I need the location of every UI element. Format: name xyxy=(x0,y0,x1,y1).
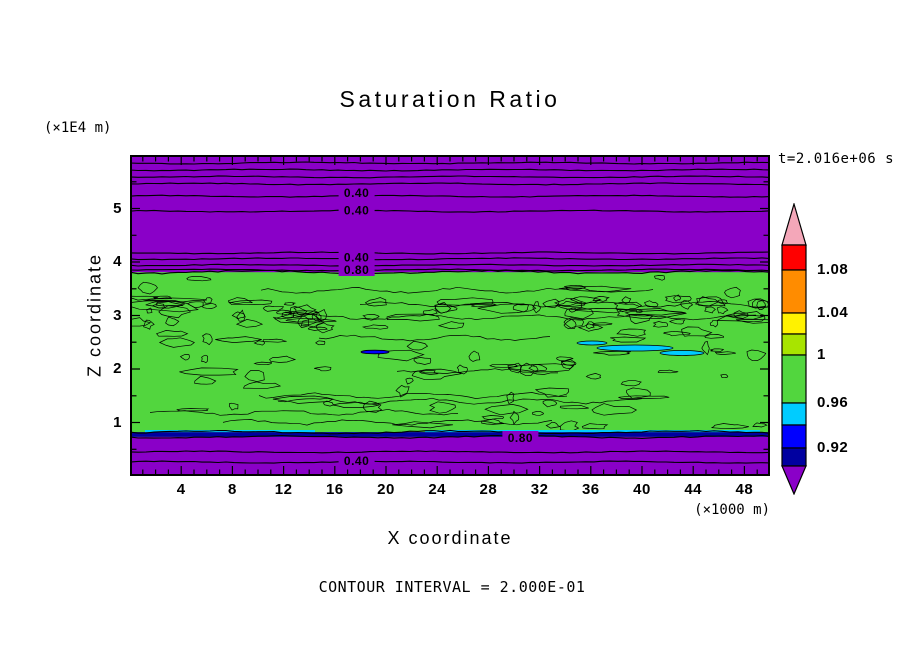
y-tick-label: 2 xyxy=(113,360,122,377)
x-tick-label: 8 xyxy=(227,481,237,498)
colorbar xyxy=(781,203,807,495)
contour-interval-note: CONTOUR INTERVAL = 2.000E-01 xyxy=(318,578,586,596)
contour-plot: 0.40 0.40 0.40 0.80 0.80 0.40 xyxy=(130,155,770,476)
y-axis-unit: (×1E4 m) xyxy=(44,120,112,136)
colorbar-svg xyxy=(781,203,807,495)
x-tick-label: 40 xyxy=(633,481,651,498)
x-tick-label: 4 xyxy=(176,481,186,498)
y-tick-label: 5 xyxy=(113,199,122,217)
colorbar-tick-label: 1.04 xyxy=(817,304,849,321)
colorbar-tick-label: 0.96 xyxy=(817,394,849,411)
x-tick-label: 24 xyxy=(428,481,447,498)
x-tick-label: 12 xyxy=(274,481,293,498)
contour-label: 0.80 xyxy=(508,431,533,445)
x-tick-label: 28 xyxy=(479,481,498,498)
x-tick-label: 44 xyxy=(684,481,703,498)
x-tick-label: 32 xyxy=(530,481,549,498)
colorbar-tick-label: 0.92 xyxy=(817,439,849,456)
time-stamp: t=2.016e+06 s xyxy=(778,151,895,167)
x-axis-unit: (×1000 m) xyxy=(694,502,770,518)
y-tick-label: 3 xyxy=(113,306,122,324)
contour-label: 0.40 xyxy=(344,454,369,468)
contour-label: 0.80 xyxy=(344,263,369,277)
x-tick-label: 36 xyxy=(581,481,600,498)
colorbar-tick-label: 1 xyxy=(817,346,826,363)
contour-label: 0.40 xyxy=(344,203,369,217)
contour-field-svg: 0.400.400.400.800.800.40 xyxy=(130,155,770,476)
contour-label: 0.40 xyxy=(344,250,369,264)
x-tick-label: 16 xyxy=(325,481,344,498)
contour-label: 0.40 xyxy=(344,186,369,200)
colorbar-tick-label: 1.08 xyxy=(817,261,849,278)
x-tick-label: 20 xyxy=(377,481,395,498)
x-axis-label: X coordinate xyxy=(387,528,513,548)
y-tick-label: 1 xyxy=(113,413,122,431)
x-tick-label: 48 xyxy=(735,481,754,498)
y-tick-label: 4 xyxy=(113,253,122,270)
chart-title: Saturation Ratio xyxy=(339,86,561,112)
